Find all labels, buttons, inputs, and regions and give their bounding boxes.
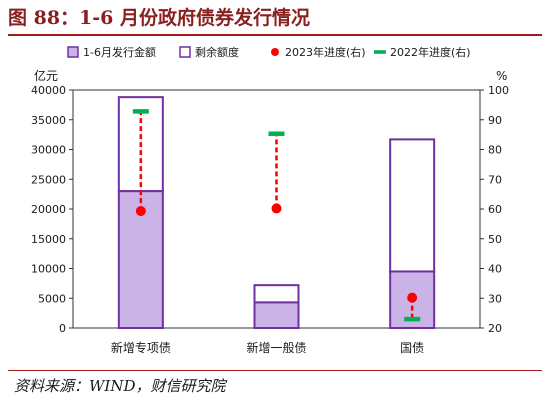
right-axis-tick-label: 90	[488, 114, 502, 127]
marker-2023-progress	[407, 292, 418, 303]
right-axis-tick-label: 40	[488, 263, 502, 276]
bar-issued-amount	[253, 301, 300, 330]
left-axis-tick-label: 35000	[31, 114, 66, 127]
bar-remaining-quota	[389, 138, 436, 273]
legend-swatch-remaining	[179, 46, 191, 58]
left-axis-unit: 亿元	[34, 68, 58, 83]
right-axis-tick-label: 80	[488, 144, 502, 157]
marker-2023-progress	[271, 203, 282, 214]
right-axis-tick-label: 100	[488, 84, 509, 97]
right-axis-tick-label: 30	[488, 292, 502, 305]
left-axis-tick-label: 25000	[31, 173, 66, 186]
legend-swatch-2023	[271, 48, 279, 56]
left-axis-tick-label: 30000	[31, 144, 66, 157]
legend-label: 1-6月发行金额	[83, 45, 156, 59]
bar-remaining-quota	[253, 284, 300, 304]
left-axis-tick-label: 40000	[31, 84, 66, 97]
chart-source: 资料来源：WIND，财信研究院	[14, 377, 226, 395]
x-axis-category-label: 国债	[400, 341, 424, 355]
x-axis-category-label: 新增一般债	[246, 340, 306, 355]
title-divider	[8, 34, 542, 36]
marker-2023-progress	[135, 206, 146, 217]
legend-swatch-issued	[67, 46, 79, 58]
left-axis-tick-label: 5000	[38, 292, 66, 305]
x-axis-category-label: 新增专项债	[111, 340, 171, 355]
government-bond-chart: 0 5000 10000 15000 20000 25000 30000 35000 40000…	[31, 45, 509, 355]
left-axis-tick-label: 10000	[31, 263, 66, 276]
right-axis-tick-label: 20	[488, 322, 502, 335]
right-axis-tick-label: 50	[488, 233, 502, 246]
legend-label: 2022年进度(右)	[390, 45, 471, 59]
left-axis-tick-label: 20000	[31, 203, 66, 216]
legend-label: 2023年进度(右)	[285, 45, 366, 59]
right-axis-tick-label: 70	[488, 173, 502, 186]
left-axis-tick-label: 0	[59, 322, 66, 335]
right-axis-tick-label: 60	[488, 203, 502, 216]
left-axis-tick-label: 15000	[31, 233, 66, 246]
footer-divider	[8, 370, 542, 371]
chart-title: 图 88：1-6 月份政府债券发行情况	[8, 7, 310, 29]
legend-label: 剩余额度	[195, 45, 239, 59]
right-axis-unit: %	[496, 69, 507, 83]
